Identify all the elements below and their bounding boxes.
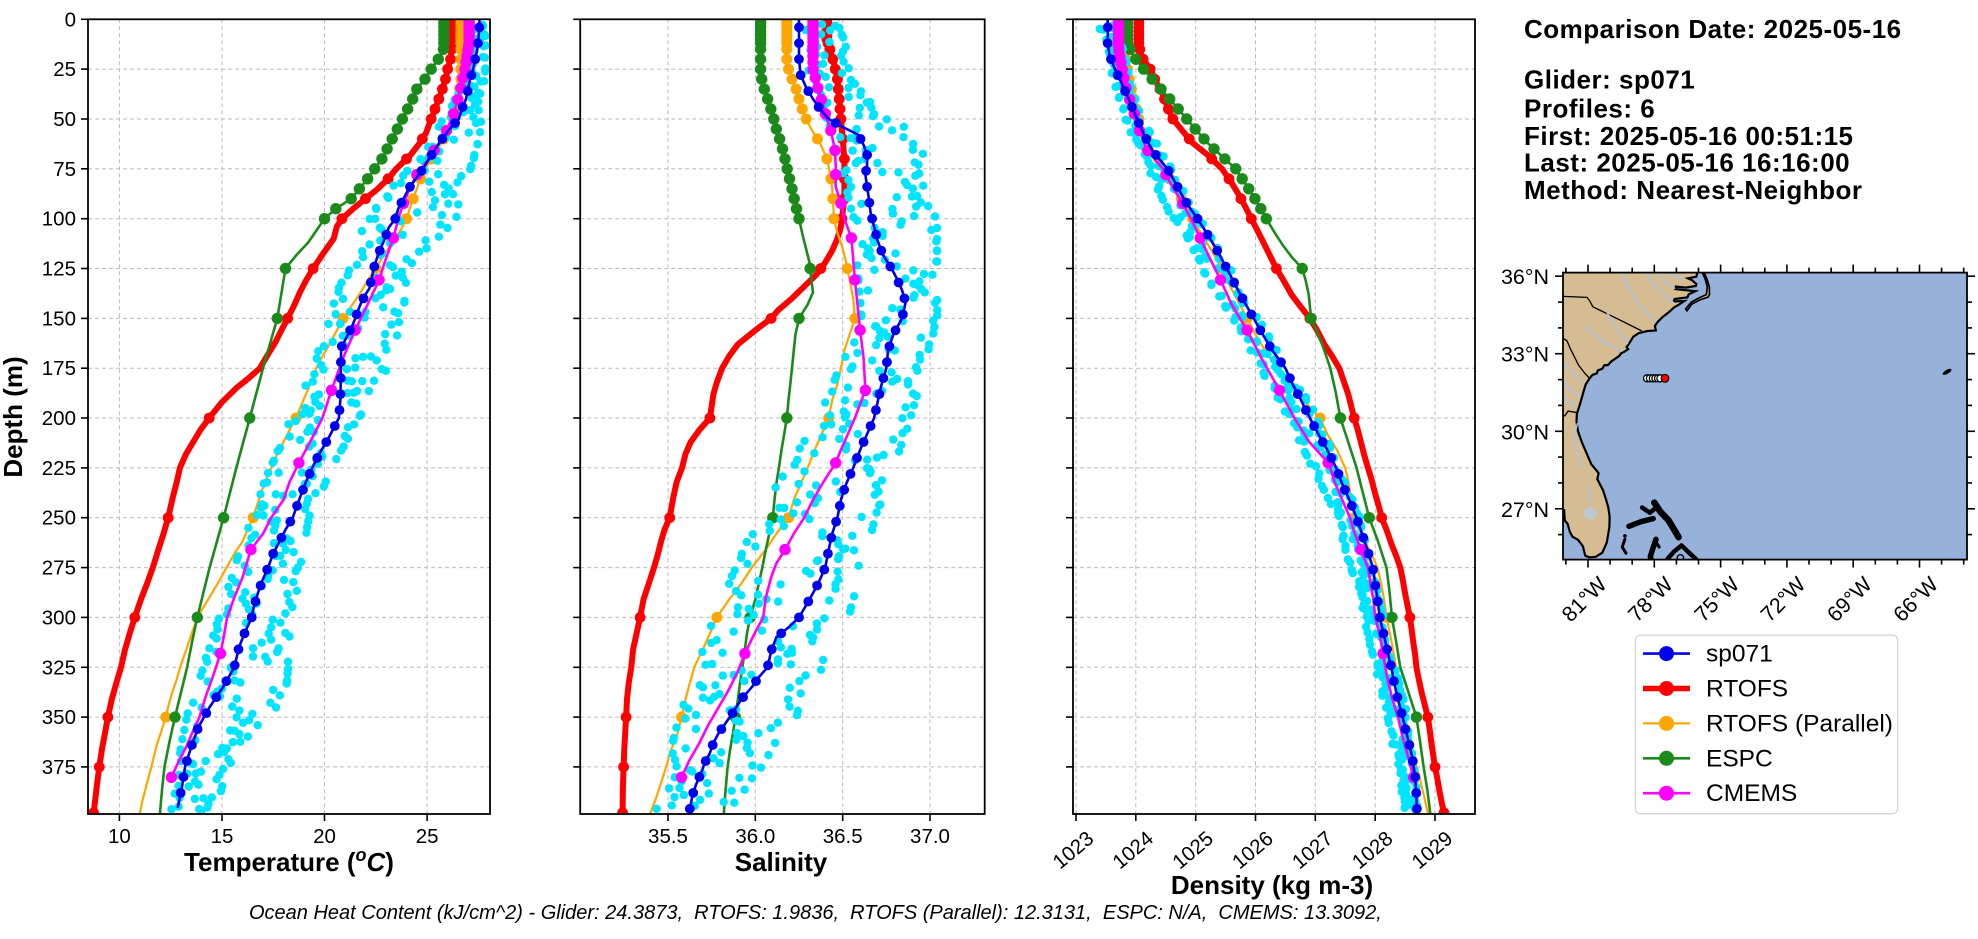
svg-text:75: 75 [53, 158, 76, 181]
svg-text:35.5: 35.5 [648, 825, 688, 848]
svg-text:50: 50 [53, 108, 76, 131]
svg-text:325: 325 [42, 656, 76, 679]
svg-text:First: 2025-05-16 00:51:15: First: 2025-05-16 00:51:15 [1524, 121, 1854, 151]
svg-text:Comparison Date: 2025-05-16: Comparison Date: 2025-05-16 [1524, 14, 1902, 44]
svg-text:33°N: 33°N [1501, 343, 1549, 367]
svg-text:100: 100 [42, 208, 76, 231]
svg-text:36.0: 36.0 [735, 825, 775, 848]
svg-text:CMEMS: CMEMS [1706, 780, 1797, 807]
svg-text:Profiles: 6: Profiles: 6 [1524, 94, 1655, 124]
svg-text:10: 10 [108, 825, 131, 848]
svg-text:Glider: sp071: Glider: sp071 [1524, 65, 1695, 95]
svg-text:37.0: 37.0 [910, 825, 950, 848]
svg-text:Last: 2025-05-16 16:16:00: Last: 2025-05-16 16:16:00 [1524, 148, 1850, 178]
svg-text:sp071: sp071 [1706, 641, 1773, 668]
svg-text:25: 25 [53, 58, 76, 81]
svg-text:36°N: 36°N [1501, 265, 1549, 289]
svg-text:27°N: 27°N [1501, 498, 1549, 522]
svg-text:200: 200 [42, 407, 76, 430]
svg-text:36.5: 36.5 [823, 825, 863, 848]
svg-text:175: 175 [42, 357, 76, 380]
svg-text:RTOFS (Parallel): RTOFS (Parallel) [1706, 710, 1893, 737]
svg-text:350: 350 [42, 706, 76, 729]
svg-text:275: 275 [42, 557, 76, 580]
svg-text:Density (kg m-3): Density (kg m-3) [1171, 870, 1373, 900]
svg-text:150: 150 [42, 307, 76, 330]
svg-text:0: 0 [65, 8, 76, 31]
svg-text:225: 225 [42, 457, 76, 480]
svg-text:Ocean Heat Content (kJ/cm^2) -: Ocean Heat Content (kJ/cm^2) - Glider: 2… [249, 902, 1382, 924]
svg-text:25: 25 [416, 825, 439, 848]
svg-text:375: 375 [42, 756, 76, 779]
svg-text:250: 250 [42, 507, 76, 530]
svg-text:300: 300 [42, 606, 76, 629]
svg-text:Method: Nearest-Neighbor: Method: Nearest-Neighbor [1524, 175, 1862, 205]
svg-text:Salinity: Salinity [735, 847, 828, 877]
svg-text:30°N: 30°N [1501, 420, 1549, 444]
svg-text:15: 15 [211, 825, 234, 848]
svg-text:RTOFS: RTOFS [1706, 676, 1788, 703]
svg-text:20: 20 [313, 825, 336, 848]
svg-text:Depth (m): Depth (m) [0, 356, 28, 477]
svg-text:ESPC: ESPC [1706, 745, 1773, 772]
svg-text:125: 125 [42, 258, 76, 281]
svg-text:Temperature (oC): Temperature (oC) [184, 845, 394, 877]
